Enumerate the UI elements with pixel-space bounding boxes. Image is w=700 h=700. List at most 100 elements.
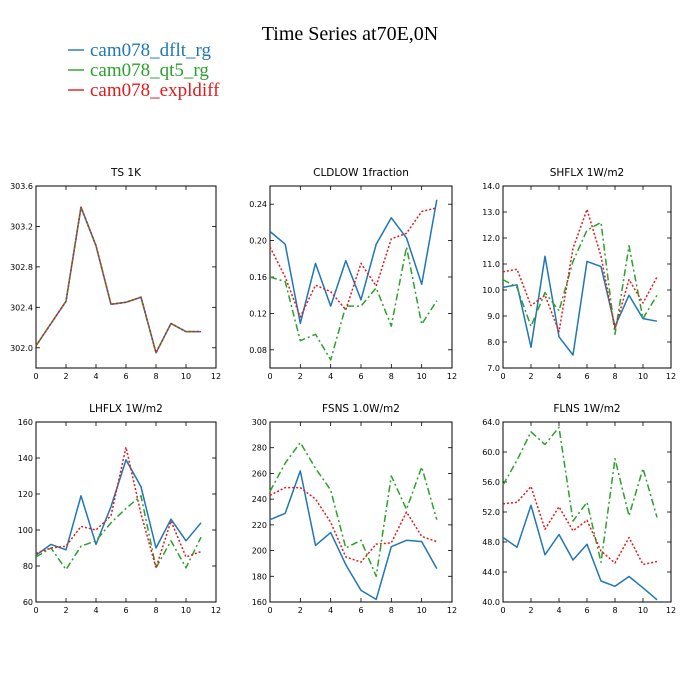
panel-3-xtick-label-1: 2 (63, 606, 68, 615)
panel-3-series-cam078_qt5_rg (35, 495, 202, 571)
panel-3-xtick-label-2: 4 (93, 606, 98, 615)
panel-2-xtick-label-4: 8 (612, 372, 617, 381)
panel-5-ytick-label-3: 52.0 (482, 508, 500, 517)
panel-0-ytick-label-4: 303.6 (10, 182, 33, 191)
panel-2-xtick-label-2: 4 (556, 372, 561, 381)
panel-5-ytick-label-6: 64.0 (482, 418, 500, 427)
panel-1-xtick-label-3: 6 (358, 372, 363, 381)
panel-3-xtick-label-5: 10 (181, 606, 191, 615)
panel-2-xtick-label-1: 2 (528, 372, 533, 381)
legend: cam078_dflt_rgcam078_qt5_rgcam078_expldi… (68, 40, 220, 101)
panel-1-ytick-label-4: 0.24 (249, 200, 267, 209)
panel-5-series-cam078_qt5_rg (502, 426, 658, 564)
panel-3-xtick-label-0: 0 (33, 606, 38, 615)
panel-0-xtick-label-3: 6 (123, 372, 128, 381)
panel-2-series-cam078_dflt_rg (502, 255, 658, 356)
panel-0-ytick-label-3: 303.2 (10, 222, 33, 231)
panel-1-ytick-label-1: 0.12 (249, 309, 267, 318)
panel-5-ytick-label-2: 48.0 (482, 538, 500, 547)
panel-4-xtick-label-0: 0 (267, 606, 272, 615)
panel-1-ytick-label-0: 0.08 (249, 346, 267, 355)
panel-1-ytick-label-3: 0.20 (249, 237, 267, 246)
panel-0-ytick-label-0: 302.0 (10, 344, 33, 353)
panel-1-xtick-label-6: 12 (447, 372, 457, 381)
panel-3-xtick-label-3: 6 (123, 606, 128, 615)
figure-title: Time Series at70E,0N (262, 23, 438, 45)
panel-5-ytick-label-5: 60.0 (482, 448, 500, 457)
panel-4-ytick-label-2: 200 (252, 547, 267, 556)
panel-2: SHFLX 1W/m2 0 2 4 6 8 10 12 7.0 8.0 9.0 10.0 11.0 12.… (482, 167, 676, 381)
panel-0-xtick-label-4: 8 (153, 372, 158, 381)
panel-1-frame (269, 185, 453, 369)
panel-5-xtick-label-3: 6 (584, 606, 589, 615)
legend-label-1: cam078_qt5_rg (90, 60, 209, 81)
panel-0-ytick-label-1: 302.4 (10, 303, 33, 312)
panel-4-ytick-label-6: 280 (252, 444, 267, 453)
panel-1: CLDLOW 1fraction 0 2 4 6 8 10 12 0.08 0.12 0.16 0.2… (249, 167, 457, 381)
panel-4-ytick-label-5: 260 (252, 469, 267, 478)
panel-2-xtick-label-3: 6 (584, 372, 589, 381)
panel-2-frame (502, 185, 672, 369)
panel-4-xtick-label-4: 8 (389, 606, 394, 615)
panel-0: TS 1K 0 2 4 6 8 10 12 302.0 302.4 302.8 303.2 303.6 (10, 167, 221, 381)
panel-2-ytick-label-2: 9.0 (487, 312, 500, 321)
panel-3-xtick-label-4: 8 (153, 606, 158, 615)
panel-4-xtick-label-3: 6 (358, 606, 363, 615)
panel-3-xtick-label-6: 12 (211, 606, 221, 615)
panel-5-xtick-label-5: 10 (638, 606, 648, 615)
panel-4: FSNS 1.0W/m2 0 2 4 6 8 10 12 160 180 200 220 240 260 2… (252, 403, 457, 615)
panel-4-ytick-label-1: 180 (252, 572, 267, 581)
panel-4-ytick-label-4: 240 (252, 495, 267, 504)
panel-1-xtick-label-5: 10 (417, 372, 427, 381)
legend-label-2: cam078_expldiff (90, 80, 220, 101)
panel-1-series-cam078_qt5_rg (269, 246, 438, 361)
panel-3-ytick-label-0: 60 (23, 598, 33, 607)
panel-3-ytick-label-1: 80 (23, 562, 33, 571)
panels: TS 1K 0 2 4 6 8 10 12 302.0 302.4 302.8 303.2 303.6 C… (10, 167, 676, 615)
panel-4-xtick-label-1: 2 (298, 606, 303, 615)
panel-4-series-cam078_dflt_rg (269, 470, 438, 601)
panel-2-ytick-label-4: 11.0 (482, 260, 500, 269)
panel-4-xtick-label-5: 10 (417, 606, 427, 615)
panel-0-series-cam078_expldiff (35, 206, 201, 354)
panel-1-xtick-label-1: 2 (298, 372, 303, 381)
panel-5-series-cam078_dflt_rg (502, 504, 658, 601)
panel-5-ytick-label-4: 56.0 (482, 478, 500, 487)
panel-4-ytick-label-7: 300 (252, 418, 267, 427)
panel-2-title: SHFLX 1W/m2 (550, 167, 625, 179)
panel-3: LHFLX 1W/m2 0 2 4 6 8 10 12 60 80 100 120 140 160 (18, 403, 221, 615)
panel-4-frame (269, 421, 453, 603)
panel-5-xtick-label-4: 8 (612, 606, 617, 615)
panel-3-ytick-label-3: 120 (18, 490, 33, 499)
panel-2-ytick-label-6: 13.0 (482, 208, 500, 217)
panel-2-xtick-label-6: 12 (666, 372, 676, 381)
panel-0-xtick-label-2: 4 (93, 372, 98, 381)
panel-4-xtick-label-6: 12 (447, 606, 457, 615)
panel-0-frame (35, 185, 217, 369)
panel-4-ytick-label-3: 220 (252, 521, 267, 530)
panel-0-xtick-label-5: 10 (181, 372, 191, 381)
panel-2-ytick-label-1: 8.0 (487, 338, 500, 347)
panel-3-title: LHFLX 1W/m2 (89, 403, 163, 415)
panel-0-xtick-label-1: 2 (63, 372, 68, 381)
panel-0-series-cam078_dflt_rg (35, 206, 201, 354)
panel-0-ytick-label-2: 302.8 (10, 263, 33, 272)
panel-5-xtick-label-1: 2 (528, 606, 533, 615)
panel-4-xtick-label-2: 4 (328, 606, 333, 615)
panel-1-xtick-label-0: 0 (267, 372, 272, 381)
legend-label-0: cam078_dflt_rg (90, 40, 212, 61)
panel-5-title: FLNS 1W/m2 (553, 403, 620, 415)
panel-1-xtick-label-2: 4 (328, 372, 333, 381)
panel-2-ytick-label-0: 7.0 (487, 364, 500, 373)
panel-5-xtick-label-0: 0 (500, 606, 505, 615)
panel-5: FLNS 1W/m2 0 2 4 6 8 10 12 40.0 44.0 48.0 52.0 56.0 6… (482, 403, 676, 615)
panel-5-ytick-label-1: 44.0 (482, 568, 500, 577)
panel-3-series-cam078_dflt_rg (35, 459, 202, 556)
panel-4-title: FSNS 1.0W/m2 (322, 403, 400, 415)
panel-2-xtick-label-0: 0 (500, 372, 505, 381)
panel-2-ytick-label-3: 10.0 (482, 286, 500, 295)
panel-0-series-cam078_qt5_rg (35, 206, 201, 354)
panel-5-xtick-label-6: 12 (666, 606, 676, 615)
panel-1-series-cam078_dflt_rg (269, 199, 438, 325)
